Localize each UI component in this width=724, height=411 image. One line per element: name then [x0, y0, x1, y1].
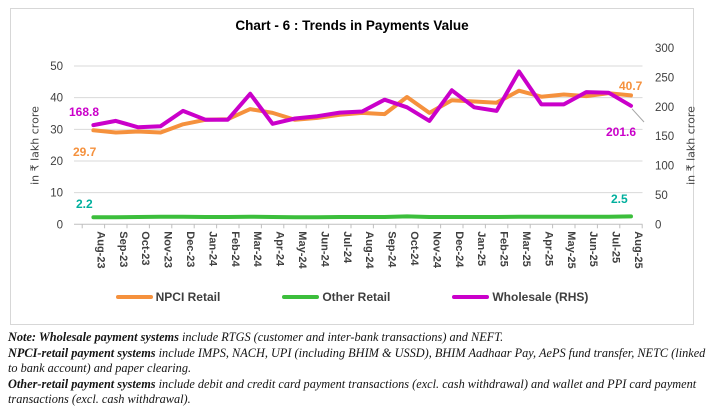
legend-label-npci-retail: NPCI Retail [155, 290, 221, 304]
note-line-npci-retail: NPCI-retail payment systems include IMPS… [8, 345, 706, 376]
data-label-wholesale-end: 201.6 [606, 125, 637, 139]
chart-container: Chart - 6 : Trends in Payments Value 0 10… [10, 8, 698, 325]
x-axis-month-label: Dec-24 [453, 231, 465, 268]
right-axis-tick-label: 0 [655, 219, 661, 231]
left-axis-title: in ₹ lakh crore [28, 106, 42, 185]
x-axis-month-label: Oct-23 [139, 231, 151, 265]
x-axis-month-label: Jan-25 [475, 231, 487, 266]
x-axis-month-label: Sep-23 [117, 231, 129, 267]
note-line-other-retail: Other-retail payment systems include deb… [8, 376, 697, 407]
x-axis-month-label: Aug-23 [94, 231, 106, 268]
data-label-npci-end: 40.7 [619, 79, 643, 93]
right-axis-tick-label: 300 [655, 43, 674, 55]
left-axis-tick-label: 30 [50, 124, 63, 136]
data-label-other-end: 2.5 [611, 192, 628, 206]
chart-legend: NPCI Retail Other Retail Wholesale (RHS) [11, 290, 693, 304]
x-axis-month-label: Jun-25 [587, 231, 599, 266]
data-label-other-start: 2.2 [76, 197, 93, 211]
note-line-wholesale: Note: Wholesale payment systems include … [8, 330, 504, 344]
left-axis-tick-label: 50 [50, 61, 63, 73]
x-axis-month-label: Feb-24 [229, 231, 241, 267]
x-axis-month-label: Jun-24 [318, 231, 330, 267]
right-axis-tick-label: 150 [655, 131, 674, 143]
legend-label-other-retail: Other Retail [322, 290, 391, 304]
npci-retail-line-swatch [115, 294, 153, 300]
legend-item-other-retail[interactable]: Other Retail [282, 290, 390, 304]
data-label-wholesale-start: 168.8 [69, 105, 100, 119]
x-axis-month-label: May-25 [565, 231, 577, 268]
left-axis-tick-label: 40 [50, 93, 63, 105]
chart-title: Chart - 6 : Trends in Payments Value [235, 18, 469, 33]
x-axis-month-label: Oct-24 [408, 231, 420, 266]
left-axis-tick-label: 0 [57, 219, 63, 231]
legend-item-npci-retail[interactable]: NPCI Retail [115, 290, 221, 304]
x-axis-month-label: Dec-23 [184, 231, 196, 267]
x-axis-month-label: Aug-24 [363, 231, 375, 269]
x-axis-month-label: Nov-23 [162, 231, 174, 268]
right-axis-tick-label: 100 [655, 161, 674, 173]
x-axis-month-label: Aug-25 [632, 231, 644, 268]
series-line-other-retail[interactable] [91, 214, 633, 220]
x-axis-month-label: May-24 [296, 231, 308, 269]
x-axis-month-label: Apr-24 [274, 231, 286, 267]
line-chart-plot: 0 10 20 30 40 50 0 50 100 150 200 250 300 Aug-23 Sep-2… [50, 43, 674, 269]
x-axis-month-label: Sep-24 [386, 231, 398, 268]
right-axis-tick-label: 250 [655, 72, 674, 84]
x-axis-month-label: Apr-25 [542, 231, 554, 266]
legend-item-wholesale[interactable]: Wholesale (RHS) [452, 290, 588, 304]
other-retail-line-swatch [282, 294, 320, 300]
right-axis-title: in ₹ lakh crore [684, 106, 698, 185]
x-axis-month-label: Nov-24 [430, 231, 442, 269]
x-axis-month-label: Mar-24 [251, 231, 263, 267]
left-axis-tick-label: 10 [50, 188, 63, 200]
right-axis-tick-label: 200 [655, 102, 674, 114]
x-axis-month-label: Mar-25 [520, 231, 532, 266]
legend-label-wholesale: Wholesale (RHS) [492, 290, 589, 304]
left-axis-tick-label: 20 [50, 156, 63, 168]
wholesale-label-leader-line [631, 108, 645, 123]
chart-footnotes: Note: Wholesale payment systems include … [8, 330, 716, 408]
right-axis-tick-label: 50 [655, 190, 668, 202]
x-axis-month-label: Jul-24 [341, 231, 353, 264]
x-axis-month-label: Feb-25 [498, 231, 510, 266]
x-axis-month-label: Jul-25 [610, 231, 622, 263]
series-line-wholesale-rhs[interactable] [91, 69, 633, 130]
wholesale-line-swatch [452, 294, 490, 300]
data-label-npci-start: 29.7 [73, 145, 97, 159]
x-axis-month-label: Jan-24 [206, 231, 218, 267]
